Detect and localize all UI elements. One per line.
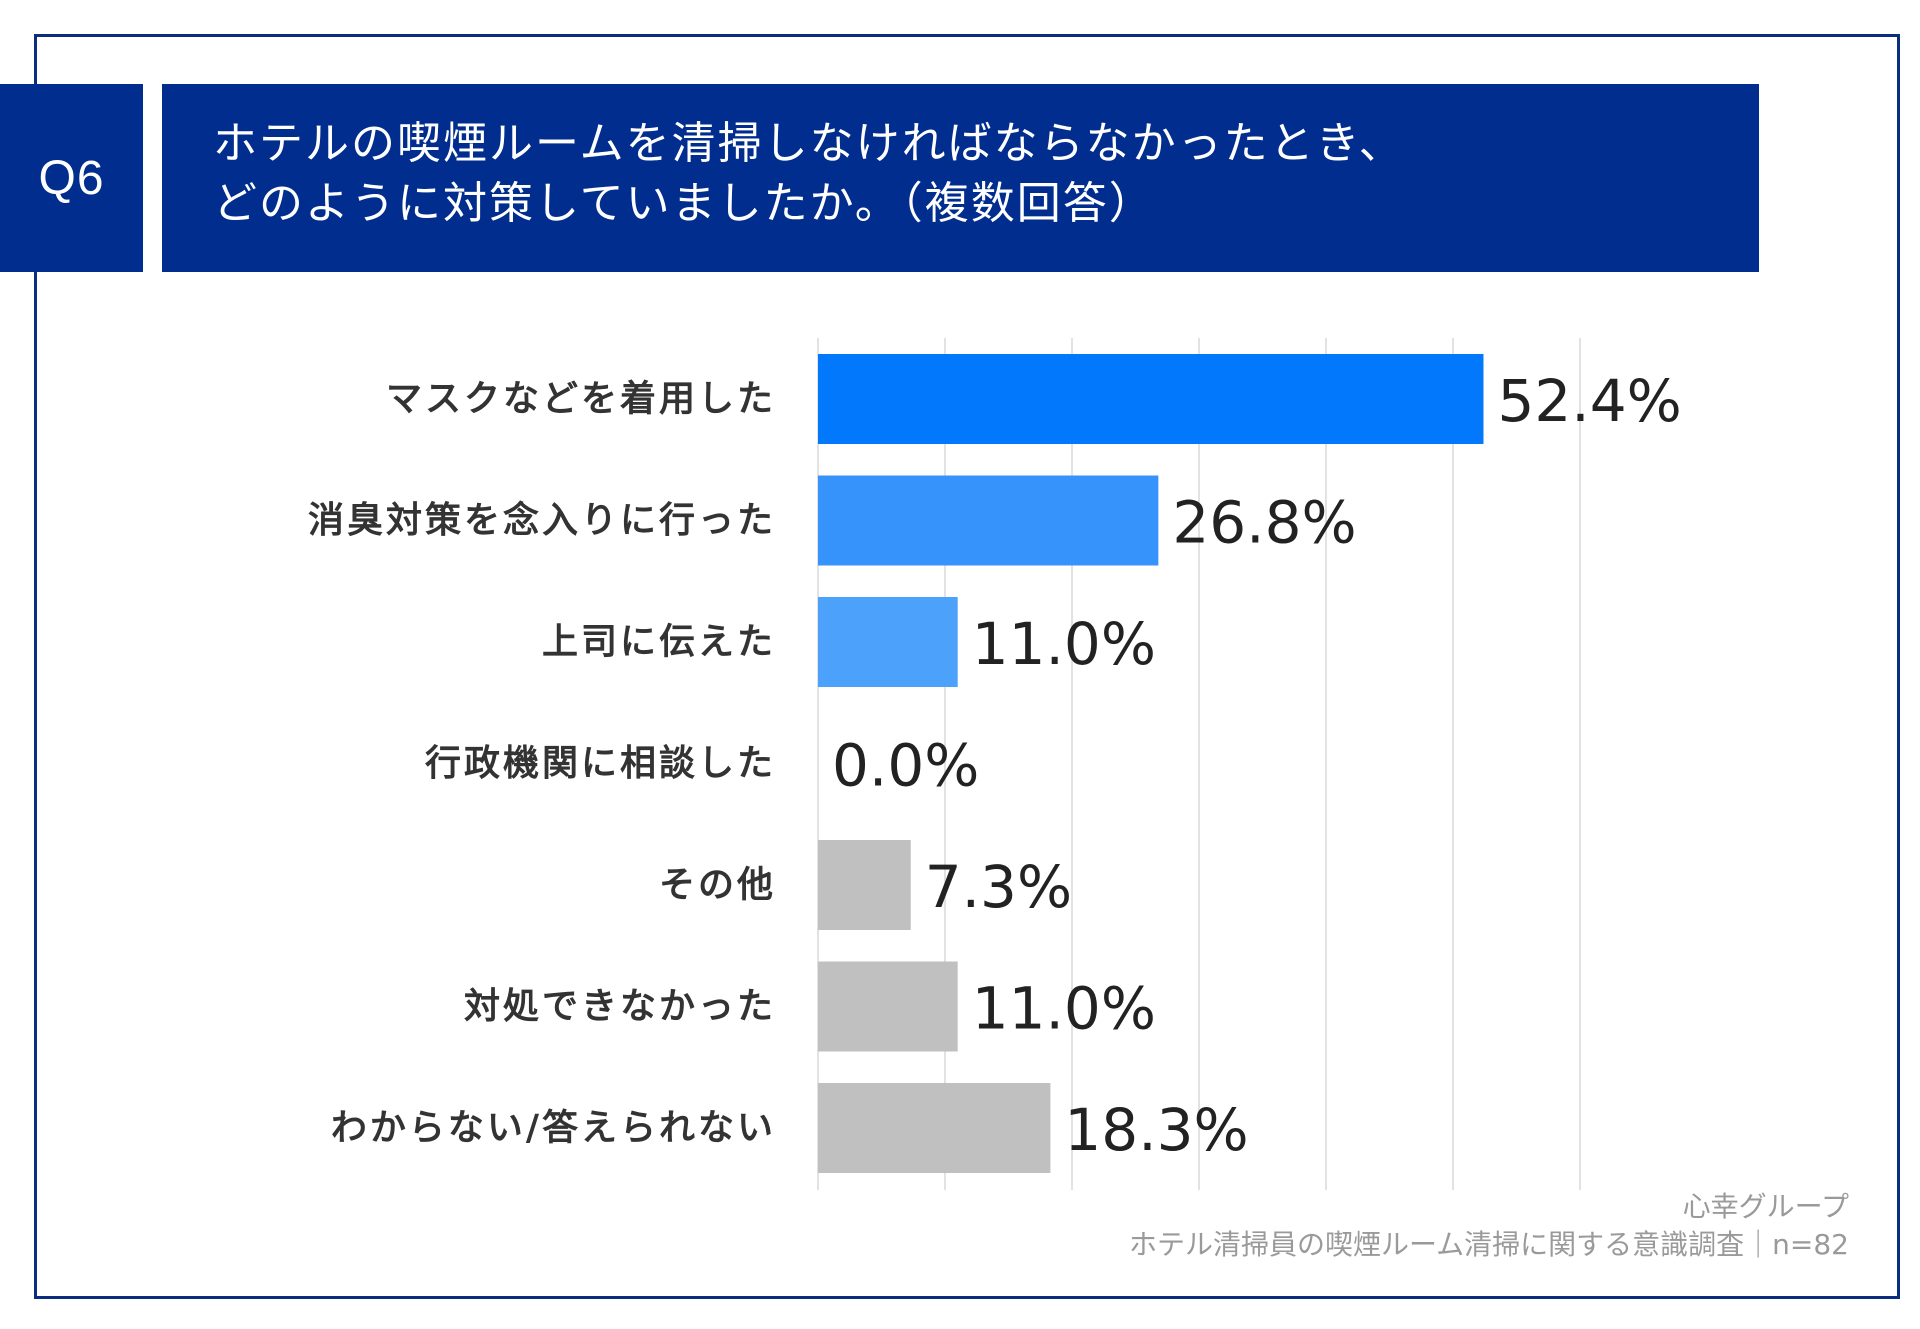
- footer-survey-info: ホテル清掃員の喫煙ルーム清掃に関する意識調査｜n=82: [1129, 1228, 1849, 1261]
- bar-1: [818, 354, 1484, 444]
- value-label-3: 11.0%: [972, 610, 1156, 678]
- chart-footer: 心幸グループ ホテル清掃員の喫煙ルーム清掃に関する意識調査｜n=82: [1129, 1188, 1849, 1264]
- category-label-4: 行政機関に相談した: [425, 743, 776, 784]
- bar-2: [818, 475, 1159, 566]
- value-label-4: 0.0%: [832, 732, 979, 800]
- category-label-3: 上司に伝えた: [542, 622, 776, 663]
- value-label-7: 18.3%: [1064, 1096, 1248, 1164]
- category-label-7: わからない/答えられない: [331, 1108, 776, 1149]
- category-label-2: 消臭対策を念入りに行った: [308, 499, 776, 541]
- value-label-6: 11.0%: [972, 975, 1156, 1043]
- value-label-1: 52.4%: [1497, 367, 1681, 435]
- question-title-line-1: ホテルの喫煙ルームを清掃しなければならなかったとき、: [213, 118, 1405, 169]
- category-label-5: その他: [659, 865, 776, 906]
- question-title-bar: ホテルの喫煙ルームを清掃しなければならなかったとき、 どのように対策していました…: [162, 84, 1759, 272]
- category-label-1: マスクなどを着用した: [386, 379, 776, 420]
- category-label-6: 対処できなかった: [464, 986, 776, 1027]
- footer-company: 心幸グループ: [1682, 1190, 1849, 1223]
- bar-6: [818, 961, 958, 1052]
- bar-3: [818, 597, 958, 687]
- question-number-badge: Q6: [0, 84, 143, 272]
- bar-5: [818, 840, 911, 930]
- bar-7: [818, 1083, 1051, 1173]
- question-title-line-2: どのように対策していましたか。（複数回答）: [213, 178, 1155, 229]
- bars: [818, 354, 1484, 1173]
- value-label-2: 26.8%: [1172, 489, 1356, 557]
- labels: マスクなどを着用した 52.4% 消臭対策を念入りに行った 26.8% 上司に伝えた 11…: [308, 367, 1682, 1164]
- value-label-5: 7.3%: [925, 853, 1072, 921]
